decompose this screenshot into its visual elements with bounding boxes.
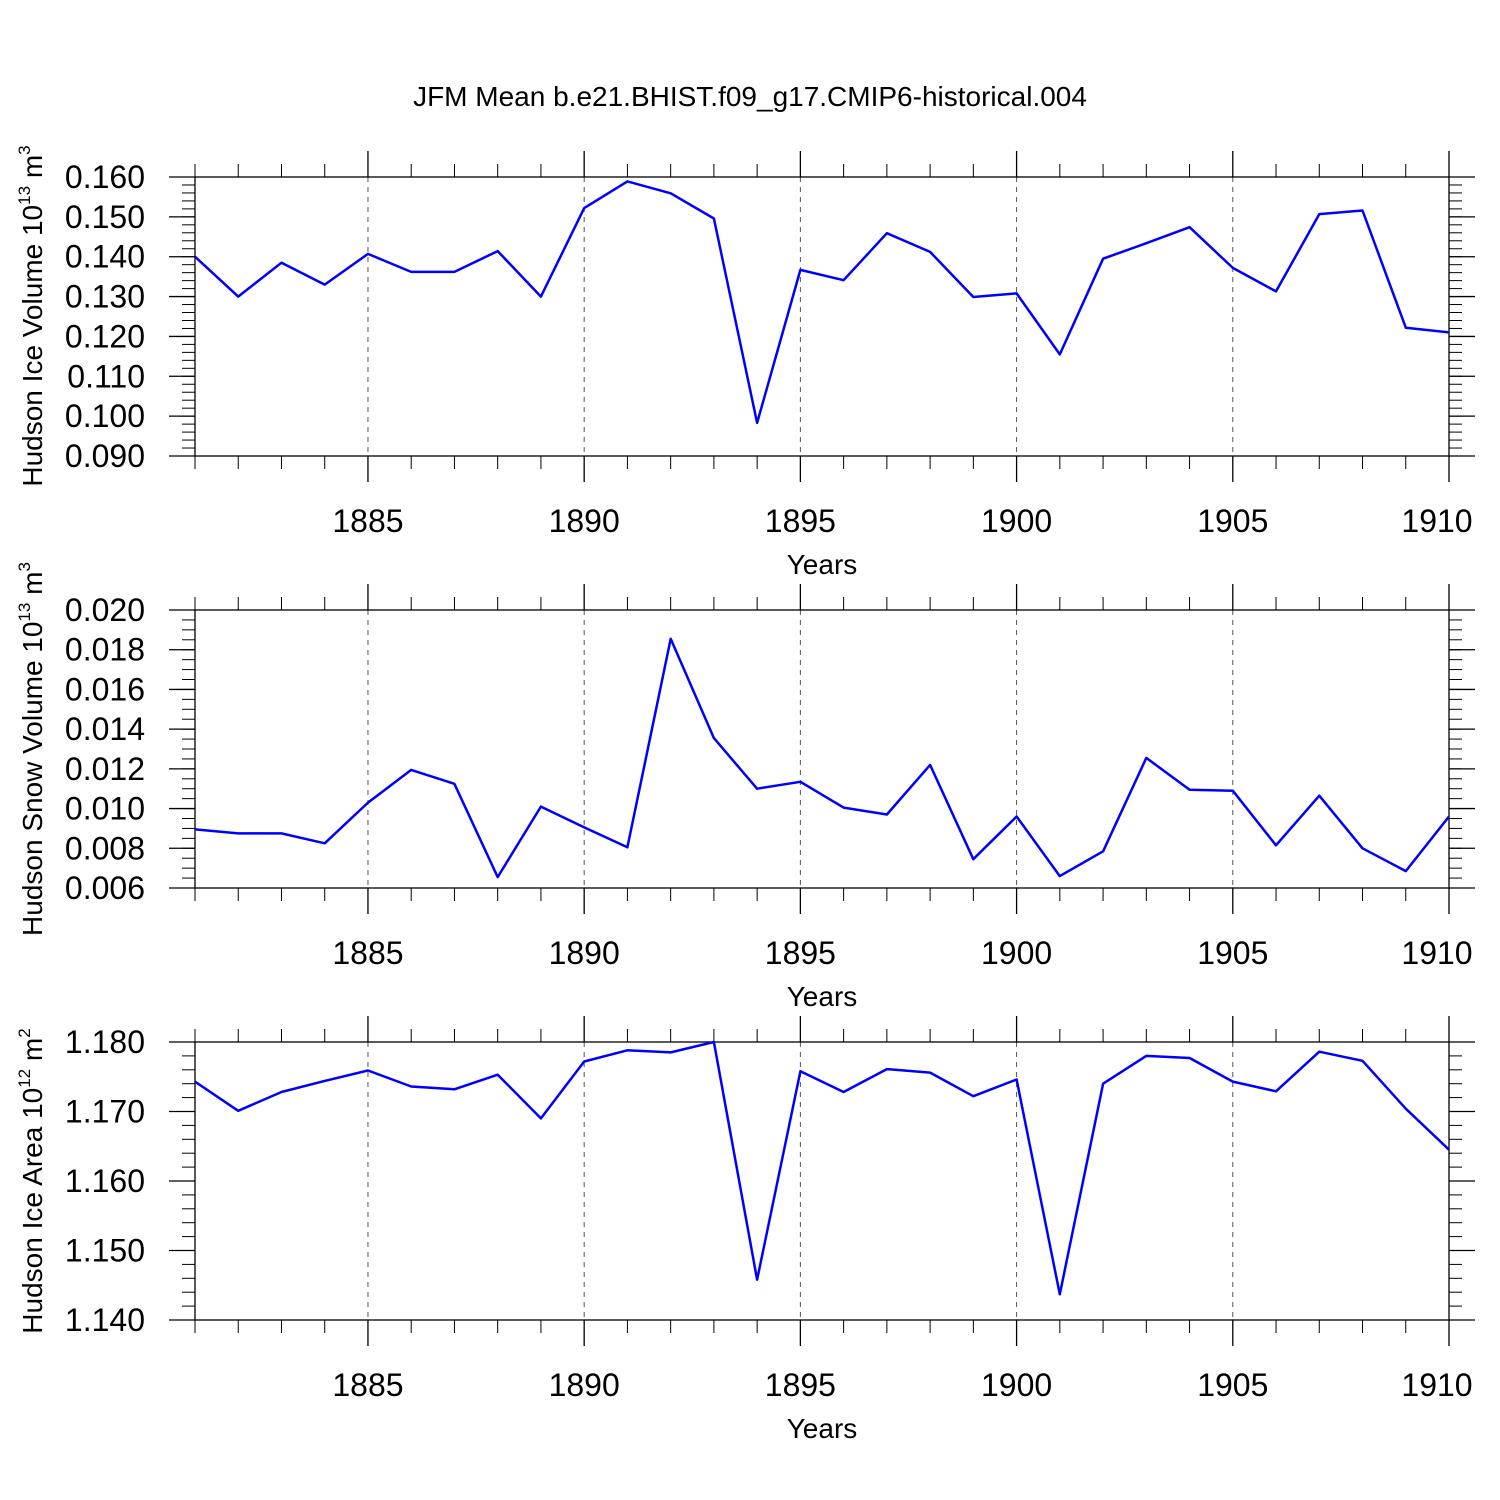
x-tick-label: 1895 bbox=[765, 1367, 836, 1403]
data-series-line bbox=[195, 637, 1449, 879]
x-tick-label: 1900 bbox=[981, 503, 1052, 539]
y-tick-label: 0.150 bbox=[65, 199, 145, 235]
y-axis-label-unit-exponent: 3 bbox=[15, 562, 34, 571]
y-axis-label-main: Hudson Ice Volume 10 bbox=[17, 205, 48, 487]
x-tick-label: 1885 bbox=[332, 503, 403, 539]
y-tick-label: 0.020 bbox=[65, 592, 145, 628]
y-axis-label-main: Hudson Snow Volume 10 bbox=[17, 622, 48, 936]
y-axis-label-exponent: 12 bbox=[15, 1069, 34, 1088]
x-tick-label: 1910 bbox=[1401, 1367, 1472, 1403]
y-tick-label: 0.090 bbox=[65, 438, 145, 474]
x-tick-label: 1900 bbox=[981, 1367, 1052, 1403]
data-series-line bbox=[195, 1040, 1449, 1296]
y-tick-label: 0.010 bbox=[65, 791, 145, 827]
y-tick-label: 0.014 bbox=[65, 711, 145, 747]
y-tick-label: 0.120 bbox=[65, 318, 145, 354]
y-axis-label-unit: m bbox=[17, 1038, 48, 1069]
y-axis-label-main: Hudson Ice Area 10 bbox=[17, 1088, 48, 1334]
x-tick-label: 1905 bbox=[1197, 503, 1268, 539]
y-tick-label: 1.160 bbox=[65, 1163, 145, 1199]
y-axis-label: Hudson Ice Volume 1013 m3 bbox=[15, 145, 48, 486]
x-tick-label: 1905 bbox=[1197, 1367, 1268, 1403]
y-tick-label: 0.016 bbox=[65, 671, 145, 707]
y-tick-label: 0.018 bbox=[65, 632, 145, 668]
x-tick-label: 1885 bbox=[332, 1367, 403, 1403]
chart-panel-1: 1885 1890 1895 1900 1905 1910 0.090 0.100 0.110 0… bbox=[15, 145, 1475, 580]
y-tick-label: 1.170 bbox=[65, 1094, 145, 1130]
figure-title: JFM Mean b.e21.BHIST.f09_g17.CMIP6-histo… bbox=[413, 81, 1087, 112]
x-tick-label: 1890 bbox=[549, 503, 620, 539]
panels: 1885 1890 1895 1900 1905 1910 0.090 0.100 0.110 0… bbox=[15, 145, 1475, 1444]
chart-panel-3: 1885 1890 1895 1900 1905 1910 1.140 1.150 1.160 1… bbox=[15, 1016, 1475, 1444]
y-tick-label: 0.100 bbox=[65, 398, 145, 434]
y-axis-label-exponent: 13 bbox=[15, 186, 34, 205]
data-series-line bbox=[195, 180, 1449, 425]
y-tick-label: 1.150 bbox=[65, 1233, 145, 1269]
y-axis-label-exponent: 13 bbox=[15, 603, 34, 622]
y-axis-label-unit: m bbox=[17, 572, 48, 603]
y-tick-label: 1.140 bbox=[65, 1302, 145, 1338]
x-axis-label: Years bbox=[787, 981, 858, 1012]
x-tick-label: 1885 bbox=[332, 935, 403, 971]
y-tick-label: 0.008 bbox=[65, 830, 145, 866]
y-tick-label: 0.160 bbox=[65, 159, 145, 195]
x-tick-label: 1905 bbox=[1197, 935, 1268, 971]
y-axis-label-unit-exponent: 2 bbox=[15, 1028, 34, 1037]
y-tick-label: 0.012 bbox=[65, 751, 145, 787]
y-axis-label-unit-exponent: 3 bbox=[15, 145, 34, 154]
y-axis-label-unit: m bbox=[17, 155, 48, 186]
x-tick-label: 1890 bbox=[549, 935, 620, 971]
y-tick-label: 1.180 bbox=[65, 1024, 145, 1060]
y-tick-label: 0.140 bbox=[65, 239, 145, 275]
x-axis-label: Years bbox=[787, 549, 858, 580]
plot-frame bbox=[194, 609, 1450, 889]
y-tick-label: 0.130 bbox=[65, 279, 145, 315]
x-tick-label: 1895 bbox=[765, 503, 836, 539]
y-axis-label: Hudson Ice Area 1012 m2 bbox=[15, 1028, 48, 1333]
x-tick-label: 1900 bbox=[981, 935, 1052, 971]
x-tick-label: 1910 bbox=[1401, 935, 1472, 971]
plot-frame bbox=[194, 1041, 1450, 1321]
x-axis-label: Years bbox=[787, 1413, 858, 1444]
x-tick-label: 1890 bbox=[549, 1367, 620, 1403]
y-tick-label: 0.006 bbox=[65, 870, 145, 906]
x-tick-label: 1910 bbox=[1401, 503, 1472, 539]
x-tick-label: 1895 bbox=[765, 935, 836, 971]
y-axis-label: Hudson Snow Volume 1013 m3 bbox=[15, 562, 48, 936]
plot-frame bbox=[194, 176, 1450, 457]
y-tick-label: 0.110 bbox=[67, 358, 145, 394]
